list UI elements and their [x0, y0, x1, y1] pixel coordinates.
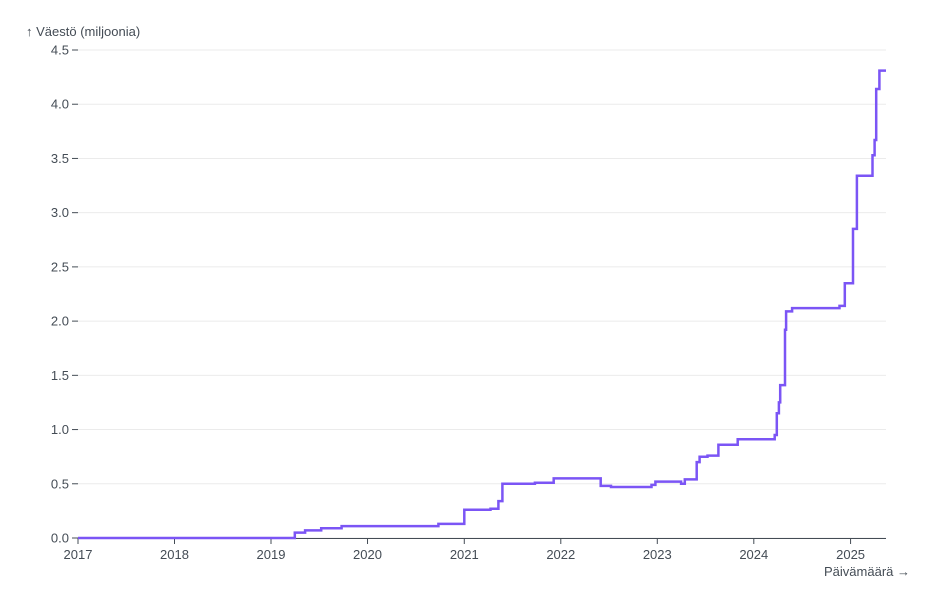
y-tick-label: 0.5 [51, 476, 69, 491]
y-tick-label: 3.5 [51, 151, 69, 166]
y-tick-label: 4.0 [51, 97, 69, 112]
y-axis: 0.0 0.5 1.0 1.5 2.0 2.5 3.0 3.5 4.0 4.5 [51, 43, 78, 546]
x-tick-label: 2023 [643, 547, 672, 562]
y-tick-label: 3.0 [51, 205, 69, 220]
y-tick-label: 1.0 [51, 422, 69, 437]
series-line [78, 69, 886, 540]
x-axis-title: Päivämäärä → [824, 564, 910, 579]
x-tick-label: 2019 [257, 547, 286, 562]
y-tick-label: 2.5 [51, 259, 69, 274]
y-tick-label: 0.0 [51, 531, 69, 546]
y-tick-label: 1.5 [51, 368, 69, 383]
y-tick-label: 4.5 [51, 43, 69, 58]
y-axis-title: ↑ Väestö (miljoonia) [26, 24, 140, 39]
x-tick-label: 2024 [739, 547, 768, 562]
y-tick-label: 2.0 [51, 314, 69, 329]
x-tick-label: 2025 [836, 547, 865, 562]
x-tick-label: 2022 [546, 547, 575, 562]
x-tick-label: 2017 [64, 547, 93, 562]
series-layer [78, 69, 886, 540]
x-axis: 2017 2018 2019 2020 2021 2022 2023 2024 2025 [64, 538, 886, 562]
grid-layer [78, 49, 886, 539]
x-tick-label: 2018 [160, 547, 189, 562]
x-tick-label: 2021 [450, 547, 479, 562]
x-tick-label: 2020 [353, 547, 382, 562]
